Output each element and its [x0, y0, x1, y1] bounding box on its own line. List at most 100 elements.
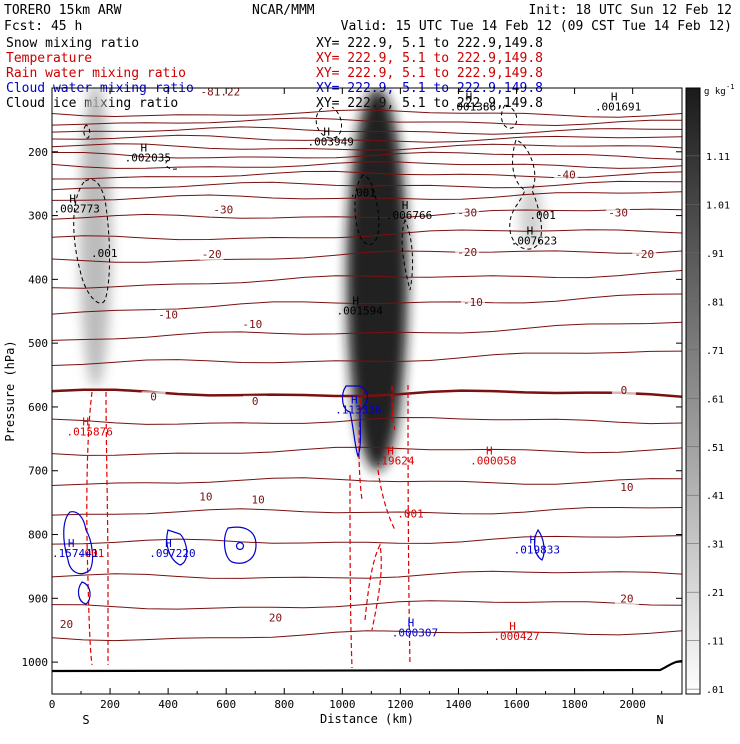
cloud-label-2: .113336 [335, 403, 381, 416]
isotherm-label-bg-0 [208, 88, 233, 98]
init-time: Init: 18 UTC Sun 12 Feb 12 [529, 3, 733, 18]
cloud-high-marker-1: H [165, 537, 172, 550]
isotherm-5 [52, 151, 682, 160]
isotherm-18 [52, 416, 682, 425]
rain-label-2: .000058 [470, 454, 516, 467]
isotherm-label-bg-15 [246, 494, 271, 506]
isotherm-1 [52, 117, 682, 127]
isotherm-label-9: -10 [242, 318, 262, 331]
colorbar-label-1: .11 [706, 637, 724, 648]
isotherm-2 [52, 126, 682, 135]
ice-label-6: .007623 [511, 234, 557, 247]
colorbar-label-11: 1.11 [706, 152, 730, 163]
isotherm-23 [52, 570, 682, 579]
isotherm-label-10: -10 [463, 296, 483, 309]
colorbar-label-9: .91 [706, 249, 724, 260]
cloud-contour-mid [166, 529, 188, 566]
isotherm-19 [52, 446, 682, 456]
isotherm-label-4: -30 [608, 207, 628, 220]
colorbar-label-8: .81 [706, 297, 724, 308]
isotherm-16 [52, 350, 682, 366]
isotherm-21 [52, 506, 682, 516]
ice-label-9: .001 [91, 247, 118, 260]
colorbar-bar [685, 87, 701, 695]
y-tick-label-4: 600 [28, 401, 48, 414]
cloud-high-marker-0: H [68, 537, 75, 550]
plot-frame [51, 87, 683, 695]
isotherm-label-14: 10 [199, 490, 212, 503]
colorbar-label-10: 1.01 [706, 200, 730, 211]
ice-high-marker-2: H [466, 90, 473, 103]
isotherm-12 [52, 250, 682, 263]
rain-contour-left [86, 391, 109, 666]
colorbar-label-4: .41 [706, 491, 724, 502]
isotherm-24 [52, 600, 682, 610]
isotherm-label-bg-10 [460, 296, 485, 308]
rain-high-marker-0: H [82, 416, 89, 429]
ice-high-marker-7: H [352, 294, 359, 307]
isotherm-label-11: 0 [150, 390, 157, 403]
snow-region-1 [346, 88, 408, 471]
isotherm-label-bg-2 [211, 204, 236, 216]
isotherm-label-bg-5 [199, 249, 224, 261]
ice-label-3: .001691 [595, 100, 641, 113]
y-tick-label-6: 800 [28, 529, 48, 542]
cloud-label-0: .157441 [52, 547, 98, 560]
isotherms-layer [52, 109, 682, 642]
isotherm-15 [52, 321, 682, 341]
isotherm-6 [52, 161, 682, 169]
cloud-contour-dot [235, 541, 245, 551]
isotherm-label-6: -20 [457, 246, 477, 259]
legend-label-2: Rain water mixing ratio [6, 66, 186, 81]
cloud-ice-contours [73, 104, 542, 304]
colorbar-label-2: .21 [706, 588, 724, 599]
rain-label-1: .19624 [375, 454, 415, 467]
isotherm-22 [52, 535, 682, 545]
x-tick-label-5: 1000 [329, 698, 356, 711]
isotherm-label-bg-7 [632, 249, 657, 261]
center-title: NCAR/MMM [252, 3, 315, 18]
cloud-high-marker-3: H [530, 534, 537, 547]
rain-high-marker-3: H [509, 620, 516, 633]
rain-label-3: .000427 [493, 630, 539, 643]
cloud-contour-left-low [77, 581, 91, 605]
isotherm-label-2: -30 [213, 203, 233, 216]
legend-xy-1: XY= 222.9, 5.1 to 222.9,149.8 [316, 51, 543, 66]
isotherm-0 [52, 109, 682, 118]
cloud-water-contours [63, 385, 545, 605]
cloud-label-3: .019833 [514, 544, 560, 557]
rain-label-5: .001 [78, 547, 105, 560]
x-tick-label-2: 400 [158, 698, 178, 711]
x-tick-label-10: 2000 [619, 698, 646, 711]
isotherm-label-bg-6 [455, 247, 480, 259]
ice-contour-center [315, 106, 342, 139]
rain-contour-inner [364, 469, 396, 631]
isotherm-20 [52, 477, 682, 486]
legend-xy-2: XY= 222.9, 5.1 to 222.9,149.8 [316, 66, 543, 81]
colorbar-unit-exp: -1 [726, 83, 734, 91]
isotherm-label-15: 10 [252, 494, 265, 507]
isotherm-13 [52, 270, 682, 289]
ice-contour-right-col [401, 218, 414, 291]
isotherm-label-1: -40 [556, 168, 576, 181]
ice-contour-right [509, 139, 542, 250]
colorbar-label-0: .01 [706, 685, 724, 696]
cloud-contour-center [341, 385, 369, 458]
north-label: N [656, 713, 663, 727]
ground-line [52, 659, 682, 673]
cloud-label-1: .097220 [149, 547, 195, 560]
ice-high-marker-1: H [323, 125, 330, 138]
colorbar-label-7: .71 [706, 346, 724, 357]
isotherm-11 [52, 229, 682, 241]
ice-high-marker-3: H [611, 90, 618, 103]
ice-label-7: .001594 [337, 304, 384, 317]
colorbar-label-3: .31 [706, 540, 724, 551]
isotherm-label-bg-13 [611, 384, 636, 396]
cloud-contour-box [223, 526, 257, 564]
isotherm-4 [52, 143, 682, 151]
isotherm-label-bg-12 [243, 395, 268, 407]
isotherm-label-bg-8 [156, 309, 181, 321]
legend-xy-top: XY= 222.9, 5.1 to 222.9,149.8 [316, 36, 543, 51]
rain-high-marker-1: H [387, 444, 394, 457]
